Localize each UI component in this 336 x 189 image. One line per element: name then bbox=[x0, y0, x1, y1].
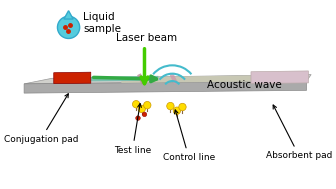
Circle shape bbox=[143, 101, 151, 109]
Circle shape bbox=[179, 103, 186, 111]
Circle shape bbox=[57, 16, 80, 39]
Polygon shape bbox=[64, 11, 73, 19]
Circle shape bbox=[138, 105, 145, 113]
Polygon shape bbox=[121, 75, 269, 83]
Text: Liquid
sample: Liquid sample bbox=[83, 12, 121, 33]
Circle shape bbox=[173, 107, 181, 114]
Polygon shape bbox=[54, 72, 91, 84]
Text: Acoustic wave: Acoustic wave bbox=[207, 80, 282, 90]
Polygon shape bbox=[24, 81, 306, 93]
Polygon shape bbox=[86, 76, 158, 81]
Circle shape bbox=[167, 102, 174, 110]
Circle shape bbox=[132, 101, 140, 108]
Polygon shape bbox=[251, 71, 308, 84]
Text: Control line: Control line bbox=[163, 110, 215, 162]
Circle shape bbox=[136, 116, 140, 120]
Text: Conjugation pad: Conjugation pad bbox=[3, 94, 78, 144]
Text: Absorbent pad: Absorbent pad bbox=[266, 105, 332, 160]
Circle shape bbox=[142, 112, 147, 117]
Polygon shape bbox=[24, 75, 311, 84]
Text: Test line: Test line bbox=[114, 104, 151, 155]
Text: Laser beam: Laser beam bbox=[116, 33, 177, 43]
